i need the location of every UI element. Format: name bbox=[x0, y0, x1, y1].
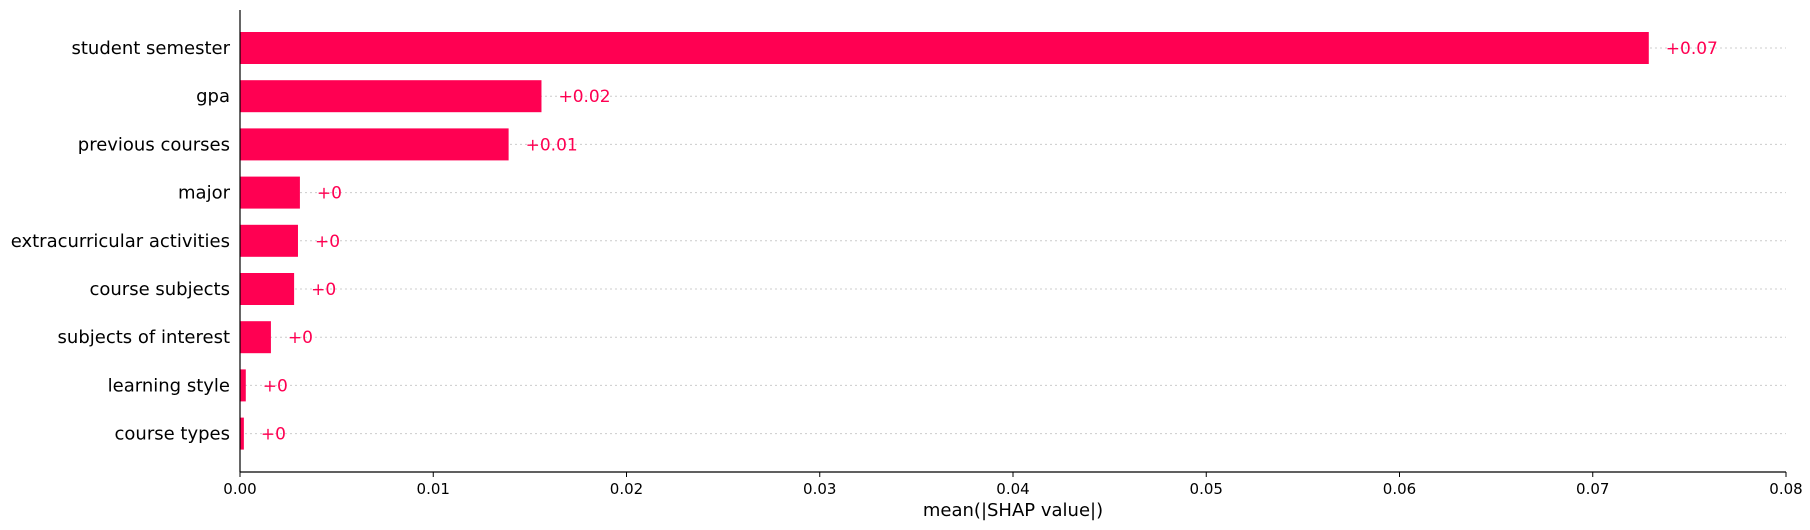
category-label: course types bbox=[115, 424, 230, 445]
bar bbox=[240, 224, 298, 257]
value-label: +0 bbox=[261, 425, 286, 445]
bar bbox=[240, 32, 1649, 64]
category-label: subjects of interest bbox=[58, 327, 230, 348]
value-labels: +0.07 +0.02 +0.01 +0 +0 +0 +0 +0 +0 bbox=[261, 39, 1718, 445]
x-axis-title: mean(|SHAP value|) bbox=[923, 500, 1103, 521]
category-label: course subjects bbox=[89, 279, 230, 300]
bar bbox=[240, 176, 300, 209]
bar bbox=[240, 321, 271, 354]
bars bbox=[240, 32, 1649, 450]
category-label: extracurricular activities bbox=[11, 231, 230, 252]
value-label: +0.02 bbox=[558, 87, 610, 107]
x-tick-label: 0.04 bbox=[996, 480, 1029, 498]
x-tick-label: 0.01 bbox=[417, 480, 450, 498]
category-labels: student semester gpa previous courses major… bbox=[11, 38, 231, 445]
x-tick-label: 0.05 bbox=[1190, 480, 1223, 498]
bar bbox=[240, 80, 542, 113]
x-tick-label: 0.08 bbox=[1769, 480, 1802, 498]
value-label: +0 bbox=[263, 376, 288, 396]
x-ticks: 0.00 0.01 0.02 0.03 0.04 0.05 0.06 0.07 0.08 bbox=[223, 472, 1803, 498]
x-tick-label: 0.07 bbox=[1576, 480, 1609, 498]
category-label: learning style bbox=[108, 375, 230, 396]
bar bbox=[240, 128, 509, 161]
bar bbox=[240, 369, 246, 402]
bar bbox=[240, 273, 295, 305]
category-label: gpa bbox=[196, 86, 230, 107]
value-label: +0.01 bbox=[526, 135, 578, 155]
value-label: +0 bbox=[311, 280, 336, 300]
value-label: +0 bbox=[315, 232, 340, 252]
category-label: previous courses bbox=[78, 134, 230, 155]
value-label: +0 bbox=[317, 184, 342, 204]
value-label: +0.07 bbox=[1666, 39, 1718, 59]
category-label: major bbox=[178, 183, 231, 204]
bar bbox=[240, 417, 244, 450]
x-tick-label: 0.02 bbox=[610, 480, 643, 498]
x-tick-label: 0.00 bbox=[223, 480, 256, 498]
x-tick-label: 0.06 bbox=[1383, 480, 1416, 498]
category-label: student semester bbox=[71, 38, 230, 59]
value-label: +0 bbox=[288, 328, 313, 348]
x-tick-label: 0.03 bbox=[803, 480, 836, 498]
